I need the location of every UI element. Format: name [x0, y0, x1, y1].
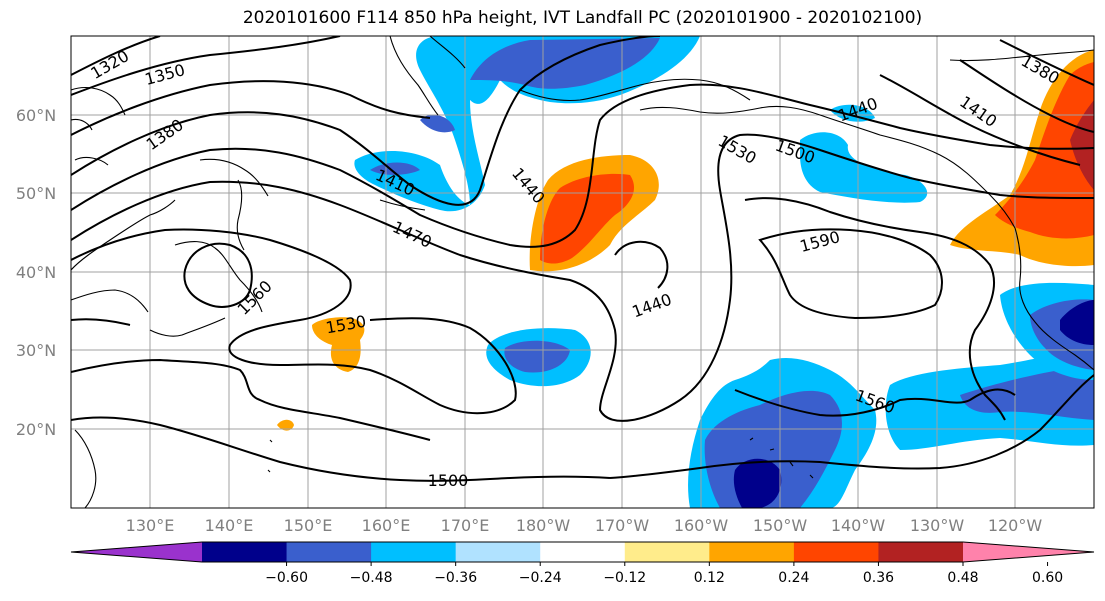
colorbar-tick-label: −0.12 [603, 570, 646, 586]
lon-label: 130°E [126, 516, 175, 535]
lon-label: 170°E [441, 516, 490, 535]
latitude-labels: 60°N 50°N 40°N 30°N 20°N [16, 106, 56, 439]
map-frame [70, 35, 1095, 509]
lon-label: 120°W [988, 516, 1043, 535]
lon-label: 160°E [362, 516, 411, 535]
colorbar-segment [455, 542, 541, 562]
colorbar: −0.60 −0.48 −0.36 −0.24 −0.12 0.12 0.24 0.36 0.4… [70, 541, 1095, 586]
lon-label: 130°W [910, 516, 965, 535]
colorbar-tick-label: 0.12 [694, 570, 725, 586]
shaded-negative-regions [354, 36, 1094, 508]
height-contours [71, 36, 1094, 482]
colorbar-tick-label: −0.60 [265, 570, 308, 586]
map-panel: 1320 1350 1380 1410 1440 1470 1500 1530 … [71, 36, 1094, 508]
colorbar-tick-label: −0.24 [519, 570, 562, 586]
colorbar-segment [878, 542, 964, 562]
colorbar-tick-label: 0.36 [863, 570, 894, 586]
colorbar-extension-min [71, 542, 202, 562]
lon-label: 140°E [205, 516, 254, 535]
lon-label: 150°E [284, 516, 333, 535]
lon-label: 150°W [753, 516, 808, 535]
colorbar-segment [624, 542, 710, 562]
lat-label: 40°N [16, 263, 56, 282]
colorbar-tick-label: 0.48 [947, 570, 978, 586]
contour-label: 1500 [428, 471, 469, 490]
colorbar-segment [793, 542, 879, 562]
lat-label: 50°N [16, 184, 56, 203]
colorbar-segment [202, 542, 288, 562]
shaded-positive-regions [277, 50, 1094, 431]
colorbar-extension-max [963, 542, 1094, 562]
colorbar-tick-label: 0.60 [1032, 570, 1063, 586]
longitude-labels: 130°E 140°E 150°E 160°E 170°E 180°W 170°… [126, 516, 1043, 535]
colorbar-tick-label: 0.24 [778, 570, 809, 586]
colorbar-segment [709, 542, 795, 562]
colorbar-tick-label: −0.48 [350, 570, 393, 586]
lon-label: 170°W [595, 516, 650, 535]
colorbar-segment [371, 542, 457, 562]
lat-label: 20°N [16, 420, 56, 439]
colorbar-tick-label: −0.36 [434, 570, 477, 586]
map-title: 2020101600 F114 850 hPa height, IVT Land… [242, 8, 923, 28]
colorbar-segment [286, 542, 372, 562]
colorbar-outline [70, 541, 1095, 563]
lat-label: 60°N [16, 106, 56, 125]
lon-label: 160°W [674, 516, 729, 535]
lon-label: 180°W [516, 516, 571, 535]
coastlines [71, 36, 1094, 508]
lon-label: 140°W [831, 516, 886, 535]
colorbar-segment [540, 542, 626, 562]
lat-label: 30°N [16, 341, 56, 360]
